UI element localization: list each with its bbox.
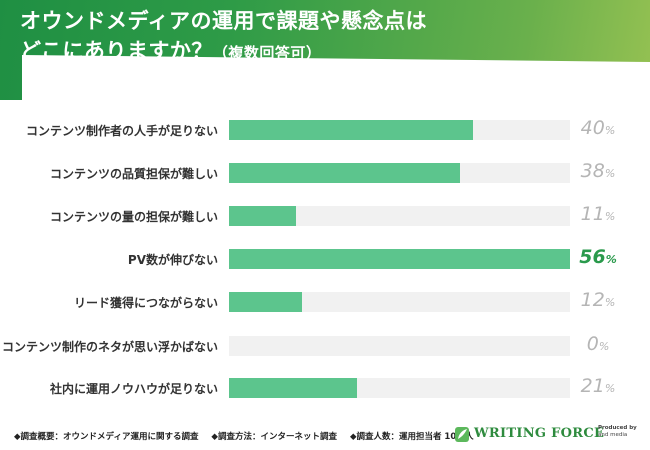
- survey-note-method: ◆調査方法：インターネット調査: [211, 432, 337, 442]
- data-label-unit: %: [604, 382, 616, 395]
- bar: [229, 206, 296, 226]
- bar: [229, 249, 570, 269]
- survey-notes: ◆調査概要：オウンドメディア運用に関する調査 ◆調査方法：インターネット調査 ◆…: [14, 430, 484, 442]
- bar-track: [229, 163, 570, 183]
- footer: ◆調査概要：オウンドメディア運用に関する調査 ◆調査方法：インターネット調査 ◆…: [0, 423, 650, 450]
- data-label-number: 0: [586, 333, 599, 355]
- category-label: コンテンツの品質担保が難しい: [49, 167, 218, 181]
- data-label: 12%: [572, 289, 624, 311]
- data-label-number: 38: [580, 160, 605, 182]
- bar-track: [229, 336, 570, 356]
- survey-note-overview: ◆調査概要：オウンドメディア運用に関する調査: [14, 432, 199, 442]
- leaf-logo-icon: [455, 427, 469, 442]
- data-label-unit: %: [604, 124, 616, 137]
- data-label: 40%: [572, 117, 624, 139]
- category-label: コンテンツ制作のネタが思い浮かばない: [1, 340, 218, 354]
- bar: [229, 163, 460, 183]
- data-label: 21%: [572, 375, 624, 397]
- category-label: コンテンツ制作者の人手が足りない: [25, 124, 218, 138]
- bar: [229, 378, 357, 398]
- produced-by: Produced by and media: [598, 425, 637, 439]
- data-label-number: 40: [580, 117, 605, 139]
- data-label: 11%: [572, 203, 624, 225]
- bar-track: [229, 292, 570, 312]
- chart-card: [22, 55, 650, 423]
- category-label: コンテンツの量の担保が難しい: [49, 210, 218, 224]
- data-label-number: 12: [580, 289, 605, 311]
- category-label: 社内に運用ノウハウが足りない: [49, 382, 218, 396]
- data-label-number: 56: [579, 246, 606, 268]
- data-label-unit: %: [604, 167, 616, 180]
- data-label: 38%: [572, 160, 624, 182]
- bar-track: [229, 206, 570, 226]
- bar-track: [229, 249, 570, 269]
- data-label-unit: %: [604, 296, 616, 309]
- produced-by-label: Produced by: [598, 425, 637, 431]
- category-label: リード獲得につながらない: [73, 296, 218, 310]
- data-label-number: 11: [580, 203, 605, 225]
- bar: [229, 292, 302, 312]
- survey-note-count: ◆調査人数：運用担当者 100 人: [349, 432, 474, 442]
- brand-logo-text: WRITING FORCE: [474, 426, 605, 441]
- data-label: 0%: [572, 333, 624, 355]
- produced-by-company: and media: [598, 432, 628, 438]
- data-label-number: 21: [580, 375, 605, 397]
- bar-track: [229, 378, 570, 398]
- data-label-unit: %: [604, 210, 616, 223]
- bar: [229, 120, 473, 140]
- bar-track: [229, 120, 570, 140]
- category-label: PV数が伸びない: [127, 253, 218, 267]
- data-label-unit: %: [605, 253, 617, 266]
- data-label: 56%: [572, 246, 624, 268]
- data-label-unit: %: [598, 340, 610, 353]
- chart-title-line1: オウンドメディアの運用で課題や懸念点は: [20, 9, 428, 33]
